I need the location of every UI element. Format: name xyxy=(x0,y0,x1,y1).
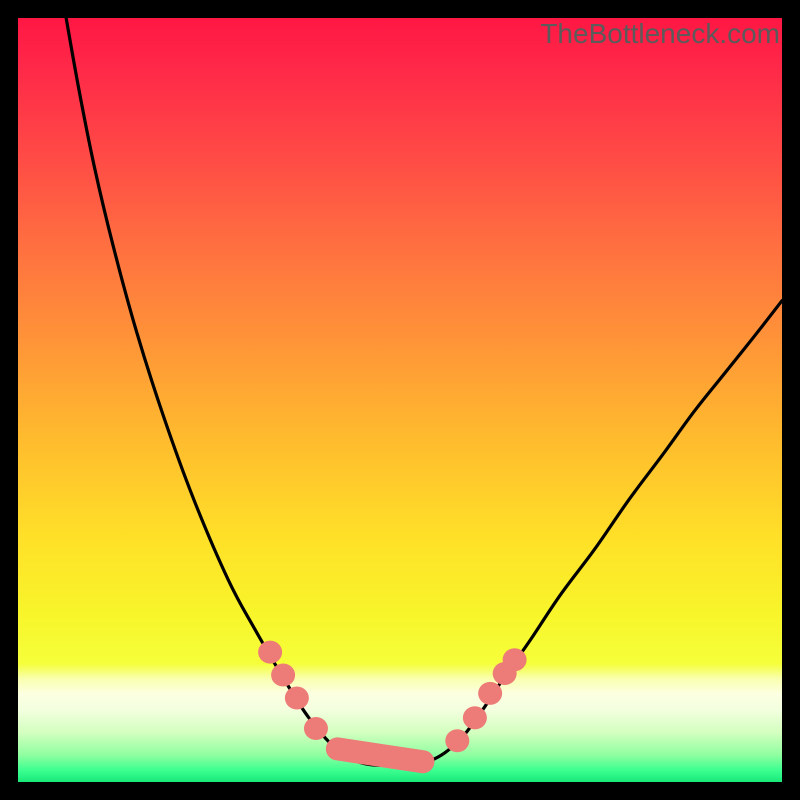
watermark-text: TheBottleneck.com xyxy=(540,18,780,50)
marker-left-0 xyxy=(258,641,282,664)
marker-right-2 xyxy=(478,682,502,705)
marker-left-3 xyxy=(304,717,328,740)
marker-right-4 xyxy=(503,648,527,671)
plot-area xyxy=(18,18,782,782)
marker-right-1 xyxy=(463,706,487,729)
marker-left-2 xyxy=(285,686,309,709)
marker-right-0 xyxy=(445,729,469,752)
gradient-background xyxy=(18,18,782,782)
marker-capsule xyxy=(337,749,423,762)
marker-left-1 xyxy=(271,664,295,687)
chart-svg xyxy=(18,18,782,782)
